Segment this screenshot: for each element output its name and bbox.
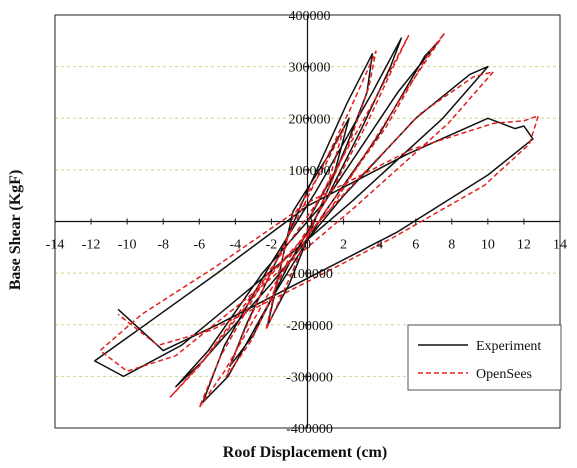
x-tick-label: 0 bbox=[304, 238, 311, 253]
y-tick-label: -400000 bbox=[286, 422, 333, 437]
x-tick-label: -10 bbox=[118, 238, 137, 253]
x-tick-label: 10 bbox=[481, 238, 495, 253]
y-tick-label: 0 bbox=[306, 216, 313, 231]
y-tick-label: 200000 bbox=[289, 112, 331, 127]
x-tick-label: -2 bbox=[266, 238, 278, 253]
series-layer bbox=[93, 32, 540, 409]
x-tick-label: -12 bbox=[82, 238, 101, 253]
y-tick-label: 400000 bbox=[289, 9, 331, 24]
x-axis-title: Roof Displacement (cm) bbox=[223, 444, 387, 461]
x-tick-label: 14 bbox=[553, 238, 567, 253]
y-tick-label: -100000 bbox=[286, 267, 333, 282]
x-tick-label: -8 bbox=[157, 238, 169, 253]
x-tick-label: 12 bbox=[517, 238, 531, 253]
x-tick-label: 6 bbox=[412, 238, 419, 253]
x-tick-label: 8 bbox=[448, 238, 455, 253]
y-tick-label: -200000 bbox=[286, 319, 333, 334]
series-line-opensees bbox=[99, 32, 540, 409]
legend-label-opensees: OpenSees bbox=[476, 367, 532, 382]
y-tick-label: 100000 bbox=[289, 164, 331, 179]
x-tick-label: -6 bbox=[193, 238, 205, 253]
y-axis-title: Base Shear (KgF) bbox=[7, 170, 24, 291]
x-tick-label: -14 bbox=[46, 238, 65, 253]
series-line-experiment bbox=[93, 37, 534, 403]
legend-label-experiment: Experiment bbox=[476, 339, 541, 354]
y-tick-label: -300000 bbox=[286, 370, 333, 385]
y-tick-label: 300000 bbox=[289, 61, 331, 76]
ticks-layer: -14 -12 -10 -8 -6 -4 -2 0 2 4 6 8 10 12 14 -400000 -3000… bbox=[46, 9, 567, 437]
x-tick-label: -4 bbox=[230, 238, 242, 253]
x-tick-label: 2 bbox=[340, 238, 347, 253]
legend: Experiment OpenSees bbox=[407, 324, 562, 391]
x-tick-label: 4 bbox=[376, 238, 383, 253]
legend-box bbox=[407, 324, 562, 391]
